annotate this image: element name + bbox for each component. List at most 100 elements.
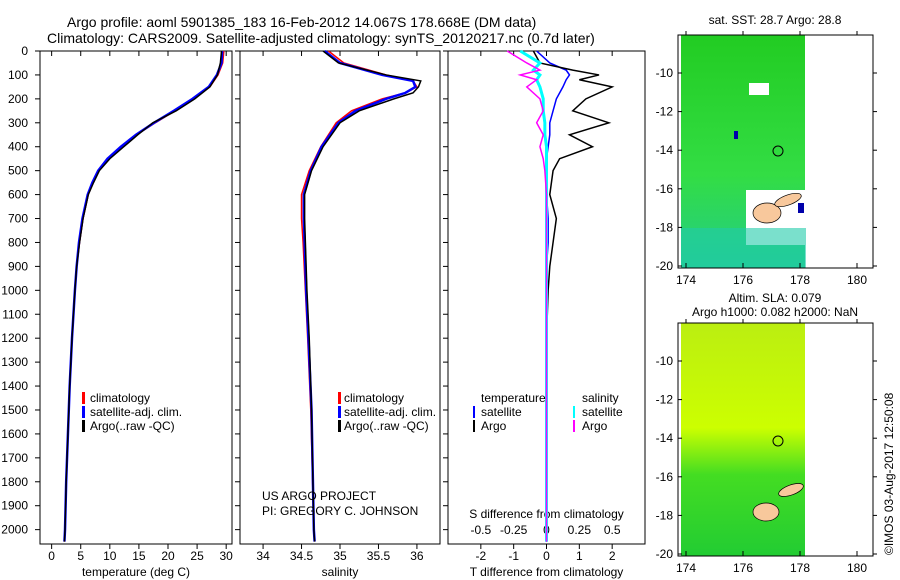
y-tick-label: 600	[8, 188, 28, 202]
lon-tick-label: 176	[733, 273, 753, 287]
legend-label: satellite-adj. clim.	[344, 405, 436, 419]
title-line-1: Argo profile: aoml 5901385_183 16-Feb-20…	[67, 14, 537, 30]
legend-label: Argo	[582, 419, 608, 433]
temperature-panel: 0 5 10 15 20 25 30 temperature (deg C) 0 100 200 30…	[1, 44, 233, 579]
y-tick-label: 1200	[1, 331, 28, 345]
legend-label: Argo(..raw -QC)	[344, 419, 429, 433]
lat-tick-label: -18	[656, 220, 674, 234]
x-tick-label: 20	[161, 549, 175, 563]
lat-tick-label: -10	[656, 354, 674, 368]
sla-map-title-2: Argo h1000: 0.082 h2000: NaN	[692, 305, 858, 319]
legend-swatch	[473, 420, 475, 432]
series-temperature-satellite	[536, 50, 571, 542]
x-tick-label: 35.5	[367, 549, 391, 563]
y-tick-label: 1700	[1, 451, 28, 465]
lon-tick-label: 174	[676, 273, 696, 287]
series-salinity-satellite	[519, 49, 548, 542]
legend-temperature-panel: climatology satellite-adj. clim. Argo(..…	[82, 391, 182, 433]
salinity-panel: 34 34.5 35 35.5 36 salinity	[235, 50, 441, 579]
y-tick-label: 400	[8, 140, 28, 154]
series-satellite-adj-clim-	[302, 50, 417, 542]
lat-tick-label: -14	[656, 143, 674, 157]
lat-tick-label: -12	[656, 105, 674, 119]
x-tick-label: 0	[48, 549, 55, 563]
y-tick-label: 1100	[2, 307, 28, 321]
y-tick-label: 300	[8, 116, 28, 130]
x-tick-label: 10	[103, 549, 117, 563]
y-tick-label: 1800	[1, 475, 28, 489]
x-tick-label: 34	[256, 549, 270, 563]
series-argo-raw-qc-	[303, 50, 422, 542]
missing-data	[749, 83, 769, 95]
timestamp: ©IMOS 03-Aug-2017 12:50:08	[882, 392, 896, 555]
sla-map-title-1: Altim. SLA: 0.079	[729, 291, 822, 305]
argo-location-marker	[772, 435, 784, 447]
y-tick-label: 1000	[1, 283, 28, 297]
plot-frame	[39, 50, 233, 545]
legend-swatch-argo	[82, 420, 85, 432]
argo-location-marker	[772, 145, 784, 157]
series-satellite-adj-clim-	[63, 50, 224, 542]
lat-tick-label: -16	[656, 470, 674, 484]
lon-tick-label: 176	[733, 561, 753, 575]
lat-tick-label: -10	[656, 66, 674, 80]
lat-tick-label: -16	[656, 182, 674, 196]
legend-swatch-sat	[338, 406, 341, 418]
legend-heading: temperature	[481, 391, 546, 405]
legend-label: climatology	[344, 391, 404, 405]
lon-tick-label: 178	[790, 273, 810, 287]
x2-tick-label: 0.5	[604, 523, 621, 537]
y-tick-label: 500	[8, 164, 28, 178]
x-tick-label: 15	[132, 549, 146, 563]
y-tick-label: 1900	[1, 499, 28, 513]
x-tick-label: 30	[220, 549, 234, 563]
y-tick-label: 900	[8, 259, 28, 273]
lon-tick-label: 180	[847, 273, 867, 287]
credit-line-1: US ARGO PROJECT	[262, 489, 377, 503]
series-argo-raw-qc-	[63, 50, 223, 542]
x-tick-label: 2	[609, 549, 616, 563]
sla-map: Altim. SLA: 0.079 Argo h1000: 0.082 h200…	[656, 291, 877, 575]
island	[752, 202, 782, 224]
series-salinity-argo	[506, 50, 548, 542]
x-tick-label: 36	[410, 549, 424, 563]
y-tick-label: 1600	[1, 427, 28, 441]
legend-swatch-clim	[82, 392, 85, 404]
sst-shading	[681, 228, 806, 268]
y-tick-label: 800	[8, 235, 28, 249]
difference-panel: -2 -1 0 1 2-0.5 -0.25 0 0.25 0.5S difference fro…	[443, 49, 646, 579]
sst-map: sat. SST: 28.7 Argo: 28.8 17417617818018…	[656, 13, 877, 287]
lat-tick-label: -20	[656, 259, 674, 273]
cold-pixel	[734, 131, 738, 139]
lat-tick-label: -12	[656, 393, 674, 407]
lon-tick-label: 178	[790, 561, 810, 575]
x-tick-label: 5	[77, 549, 84, 563]
legend-label: climatology	[90, 391, 150, 405]
island	[778, 483, 804, 497]
plot-frame	[239, 50, 441, 545]
legend-difference-panel: temperature salinity satellite Argo sate…	[473, 391, 623, 433]
island	[752, 502, 780, 522]
x-tick-label: 0	[543, 549, 550, 563]
island	[774, 192, 802, 208]
legend-label: satellite	[582, 405, 623, 419]
x2-tick-label: -0.5	[470, 523, 491, 537]
legend-swatch	[573, 406, 575, 418]
legend-label: satellite	[481, 405, 522, 419]
legend-swatch-argo	[338, 420, 341, 432]
x-tick-label: 35	[333, 549, 347, 563]
lat-tick-label: -20	[656, 547, 674, 561]
legend-label: Argo(..raw -QC)	[90, 419, 175, 433]
legend-label: Argo	[481, 419, 507, 433]
x-tick-label: -1	[508, 549, 519, 563]
legend-heading: salinity	[582, 391, 619, 405]
x2-tick-label: 0.25	[568, 523, 592, 537]
lat-tick-label: -14	[656, 431, 674, 445]
sla-map-frame	[677, 322, 874, 557]
x2-tick-label: -0.25	[500, 523, 528, 537]
x-axis-label: T difference from climatology	[470, 565, 624, 579]
legend-salinity-panel: climatology satellite-adj. clim. Argo(..…	[338, 391, 436, 433]
y-tick-label: 100	[8, 68, 28, 82]
x-axis-label: temperature (deg C)	[82, 565, 190, 579]
